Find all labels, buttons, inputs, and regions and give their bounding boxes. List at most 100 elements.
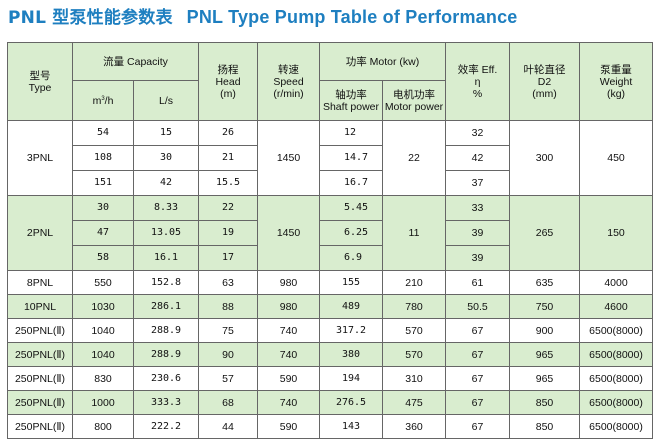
cell-type: 250PNL(Ⅱ) <box>7 390 73 415</box>
cell-motor-power: 475 <box>382 390 446 415</box>
cell-impeller: 850 <box>509 414 580 439</box>
cell-speed: 740 <box>257 318 320 343</box>
header-eff-label: 效率 Eff. <box>457 63 498 76</box>
cell-flow-m3h: 151 <box>72 170 134 196</box>
cell-motor-power: 310 <box>382 366 446 391</box>
cell-impeller: 635 <box>509 270 580 295</box>
cell-shaft-power: 16.7 <box>319 170 383 196</box>
header-ls: L/s <box>133 80 199 121</box>
header-motor-en: Motor power <box>384 100 444 113</box>
cell-weight: 4000 <box>579 270 653 295</box>
cell-type: 250PNL(Ⅱ) <box>7 414 73 439</box>
cell-weight: 6500(8000) <box>579 366 653 391</box>
table-row: 58 16.1 17 6.9 39 <box>8 245 653 271</box>
cell-head: 57 <box>198 366 258 391</box>
cell-shaft-power: 380 <box>319 342 383 367</box>
table-row: 10PNL 1030 286.1 88 980 489 780 50.5 750 4600 <box>7 294 653 319</box>
cell-shaft-power: 194 <box>319 366 383 391</box>
cell-speed: 590 <box>257 414 320 439</box>
cell-flow-ls: 288.9 <box>133 318 199 343</box>
cell-flow-m3h: 830 <box>72 366 134 391</box>
cell-shaft-power: 6.25 <box>319 220 383 246</box>
cell-type: 3PNL <box>7 120 73 196</box>
cell-motor-power: 570 <box>382 318 446 343</box>
cell-flow-ls: 152.8 <box>133 270 199 295</box>
cell-impeller: 965 <box>509 342 580 367</box>
cell-impeller: 750 <box>509 294 580 319</box>
cell-flow-m3h: 58 <box>72 245 134 271</box>
cell-efficiency: 37 <box>445 170 510 196</box>
header-head-en: Head <box>215 75 241 88</box>
header-motor-power: 电机功率 Motor power <box>382 80 446 121</box>
header-m3h-tail: /h <box>104 94 114 107</box>
cell-flow-m3h: 1000 <box>72 390 134 415</box>
cell-weight: 450 <box>579 120 653 196</box>
header-type-cn: 型号 <box>29 69 51 82</box>
table-row: 108 30 21 14.7 42 <box>8 145 653 171</box>
cell-flow-ls: 222.2 <box>133 414 199 439</box>
cell-head: 21 <box>198 145 258 171</box>
cell-efficiency: 32 <box>445 120 510 146</box>
cell-shaft-power: 6.9 <box>319 245 383 271</box>
cell-efficiency: 39 <box>445 245 510 271</box>
header-eff-symbol: η <box>474 75 481 88</box>
header-motor-cn: 电机功率 <box>393 88 435 101</box>
header-row-1: 型号 Type 流量 Capacity 扬程 Head (m) 转速 Speed (r/m… <box>7 42 653 121</box>
cell-flow-ls: 42 <box>133 170 199 196</box>
header-speed-unit: (r/min) <box>273 87 304 100</box>
cell-weight: 6500(8000) <box>579 390 653 415</box>
cell-shaft-power: 143 <box>319 414 383 439</box>
table-row: 151 42 15.5 16.7 37 <box>8 170 653 196</box>
cell-shaft-power: 5.45 <box>319 195 383 221</box>
cell-head: 15.5 <box>198 170 258 196</box>
cell-flow-m3h: 47 <box>72 220 134 246</box>
cell-efficiency: 67 <box>445 414 510 439</box>
cell-efficiency: 50.5 <box>445 294 510 319</box>
cell-type: 250PNL(Ⅱ) <box>7 366 73 391</box>
cell-flow-ls: 16.1 <box>133 245 199 271</box>
cell-motor-power: 210 <box>382 270 446 295</box>
cell-flow-ls: 8.33 <box>133 195 199 221</box>
cell-type: 250PNL(Ⅱ) <box>7 342 73 367</box>
cell-efficiency: 67 <box>445 318 510 343</box>
header-type-en: Type <box>28 81 52 94</box>
cell-flow-m3h: 1040 <box>72 342 134 367</box>
cell-type: 250PNL(Ⅱ) <box>7 318 73 343</box>
header-m3h: m3/h <box>72 80 134 121</box>
table-row: 3PNL 54 15 26 1450 12 22 32 300 450 <box>7 120 653 196</box>
cell-shaft-power: 14.7 <box>319 145 383 171</box>
header-weight-en: Weight <box>599 75 633 88</box>
cell-motor-power: 570 <box>382 342 446 367</box>
cell-motor-power: 22 <box>382 120 446 196</box>
cell-flow-m3h: 1040 <box>72 318 134 343</box>
cell-head: 90 <box>198 342 258 367</box>
cell-shaft-power: 155 <box>319 270 383 295</box>
cell-weight: 6500(8000) <box>579 414 653 439</box>
table-row: 8PNL 550 152.8 63 980 155 210 61 635 4000 <box>7 270 653 295</box>
cell-shaft-power: 12 <box>319 120 383 146</box>
title-en: PNL Type Pump Table of Performance <box>186 7 518 27</box>
cell-speed: 1450 <box>257 120 320 196</box>
page-title: PNL 型泵性能参数表 PNL Type Pump Table of Perfor… <box>8 3 518 31</box>
performance-table: 型号 Type 流量 Capacity 扬程 Head (m) 转速 Speed (r/m… <box>7 42 653 439</box>
cell-efficiency: 67 <box>445 342 510 367</box>
cell-flow-m3h: 550 <box>72 270 134 295</box>
cell-head: 17 <box>198 245 258 271</box>
table-row: 250PNL(Ⅱ) 1040 288.9 90 740 380 570 67 965 6500(8… <box>7 342 653 367</box>
cell-impeller: 900 <box>509 318 580 343</box>
header-weight-unit: (kg) <box>606 87 626 100</box>
cell-flow-m3h: 108 <box>72 145 134 171</box>
cell-impeller: 300 <box>509 120 580 196</box>
header-shaft-en: Shaft power <box>322 100 380 113</box>
header-weight-cn: 泵重量 <box>600 63 632 76</box>
cell-efficiency: 61 <box>445 270 510 295</box>
header-impeller: 叶轮直径 D2 (mm) <box>509 42 580 121</box>
cell-speed: 980 <box>257 270 320 295</box>
cell-motor-power: 780 <box>382 294 446 319</box>
cell-flow-m3h: 800 <box>72 414 134 439</box>
header-m3h-sup: 3 <box>101 95 105 102</box>
cell-speed: 590 <box>257 366 320 391</box>
header-shaft-cn: 轴功率 <box>335 88 367 101</box>
cell-flow-m3h: 1030 <box>72 294 134 319</box>
cell-efficiency: 67 <box>445 390 510 415</box>
